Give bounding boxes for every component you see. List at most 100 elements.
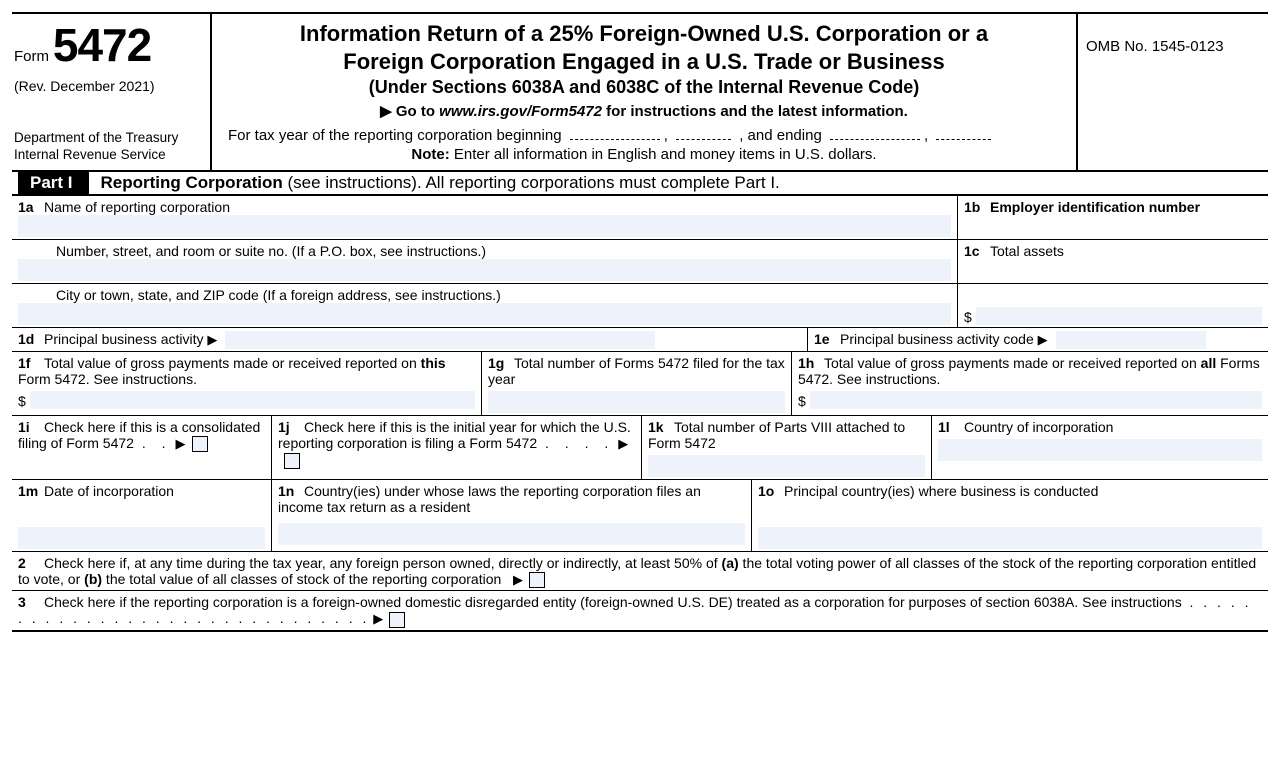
dots-1j: . . . . [545,435,614,451]
text-1f-pre: Total value of gross payments made or re… [44,355,421,371]
form-5472: Form 5472 (Rev. December 2021) Departmen… [12,12,1268,632]
input-1m[interactable] [18,527,265,549]
part1-label: Part I [18,172,89,194]
row-1m-1n-1o: 1mDate of incorporation 1nCountry(ies) u… [12,480,1268,552]
input-1c[interactable] [976,307,1262,325]
checkbox-1j[interactable] [284,453,300,469]
cell-1h: 1hTotal value of gross payments made or … [792,352,1268,415]
part1-title: Reporting Corporation (see instructions)… [89,173,780,193]
arrow-1i: ▶ [176,436,186,452]
label-1a: Name of reporting corporation [44,199,230,215]
part1-title-bold: Reporting Corporation [101,173,283,192]
part1-bar: Part I Reporting Corporation (see instru… [12,172,1268,196]
header-right: OMB No. 1545-0123 [1078,14,1268,170]
num-1n: 1n [278,483,304,499]
num-1k: 1k [648,419,674,435]
input-1h[interactable] [810,391,1262,409]
cell-street: Number, street, and room or suite no. (I… [12,240,958,283]
label-1g: Total number of Forms 5472 filed for the… [488,355,785,387]
dollar-1f: $ [18,393,26,409]
input-1a[interactable] [18,215,951,237]
label-1c: Total assets [990,243,1064,259]
cell-1c: 1cTotal assets [958,240,1268,283]
num-1d: 1d [18,331,44,347]
row-1d-1e: 1dPrincipal business activity ▶ 1ePrinci… [12,328,1268,352]
form-revision: (Rev. December 2021) [14,78,202,94]
input-1k[interactable] [648,455,925,477]
num-1a: 1a [18,199,44,215]
label-city: City or town, state, and ZIP code (If a … [18,287,951,303]
checkbox-3[interactable] [389,612,405,628]
note-label: Note: [411,146,449,163]
label-1b: Employer identification number [990,199,1200,215]
num-3: 3 [18,594,44,610]
label-3: Check here if the reporting corporation … [44,594,1182,610]
num-1g: 1g [488,355,514,371]
taxyear-begin-year[interactable] [676,124,731,140]
cell-1j: 1jCheck here if this is the initial year… [272,416,642,479]
cell-city: City or town, state, and ZIP code (If a … [12,284,958,327]
checkbox-1i[interactable] [192,436,208,452]
note-text: Enter all information in English and mon… [450,146,877,163]
num-1b: 1b [964,199,990,215]
checkbox-2[interactable] [529,572,545,588]
label-1k: Total number of Parts VIII attached to F… [648,419,905,451]
cell-1d: 1dPrincipal business activity ▶ [12,328,808,351]
label-1n: Country(ies) under whose laws the report… [278,483,701,515]
taxyear-end-month[interactable] [830,124,920,140]
dots-1i: . . [142,435,172,451]
cell-1g: 1gTotal number of Forms 5472 filed for t… [482,352,792,415]
row-3: 3Check here if the reporting corporation… [12,591,1268,629]
cell-1a: 1aName of reporting corporation [12,196,958,239]
form-header: Form 5472 (Rev. December 2021) Departmen… [12,14,1268,172]
input-street[interactable] [18,259,951,281]
row-2: 2Check here if, at any time during the t… [12,552,1268,591]
cell-1c-amount: $ [958,284,1268,327]
input-1g[interactable] [488,391,785,413]
goto-url: www.irs.gov/Form5472 [439,103,602,120]
input-1d[interactable] [225,331,655,349]
label-1d: Principal business activity [44,331,204,347]
taxyear-prefix: For tax year of the reporting corporatio… [228,127,562,144]
taxyear-end-year[interactable] [936,124,991,140]
taxyear-mid: , and ending [739,127,822,144]
num-1o: 1o [758,483,784,499]
cell-1f: 1fTotal value of gross payments made or … [12,352,482,415]
cell-1m: 1mDate of incorporation [12,480,272,551]
input-1l[interactable] [938,439,1262,461]
arrow-2: ▶ [513,572,523,588]
text-2-a: (a) [722,555,739,571]
text-1f-post: Form 5472. See instructions. [18,371,197,387]
input-1n[interactable] [278,523,745,545]
cell-1l: 1lCountry of incorporation [932,416,1268,479]
cell-1b: 1bEmployer identification number [958,196,1268,239]
input-1e[interactable] [1056,331,1206,349]
text-1f-bold: this [421,355,446,371]
cell-1n: 1nCountry(ies) under whose laws the repo… [272,480,752,551]
arrow-1d: ▶ [207,332,217,348]
label-1o: Principal country(ies) where business is… [784,483,1098,499]
cell-3: 3Check here if the reporting corporation… [12,591,1268,629]
dollar-1h: $ [798,393,806,409]
text-2-post: the total value of all classes of stock … [102,571,501,587]
label-1l: Country of incorporation [964,419,1113,435]
num-1i: 1i [18,419,44,435]
note-line: Note: Enter all information in English a… [222,146,1066,163]
taxyear-begin-month[interactable] [570,124,660,140]
omb-number: OMB No. 1545-0123 [1086,38,1260,55]
taxyear-line: For tax year of the reporting corporatio… [222,124,1066,144]
form-number: 5472 [53,19,151,71]
title-line2: Foreign Corporation Engaged in a U.S. Tr… [222,48,1066,76]
label-1e: Principal business activity code [840,331,1034,347]
input-1f[interactable] [30,391,475,409]
row-city-assets: City or town, state, and ZIP code (If a … [12,284,1268,328]
department: Department of the Treasury Internal Reve… [14,130,202,164]
text-1h-bold: all [1201,355,1217,371]
num-1e: 1e [814,331,840,347]
text-2-b: (b) [84,571,102,587]
title-line1: Information Return of a 25% Foreign-Owne… [222,20,1066,48]
input-1o[interactable] [758,527,1262,549]
subtitle: (Under Sections 6038A and 6038C of the I… [222,77,1066,98]
dollar-1c: $ [964,309,972,325]
input-city[interactable] [18,303,951,325]
